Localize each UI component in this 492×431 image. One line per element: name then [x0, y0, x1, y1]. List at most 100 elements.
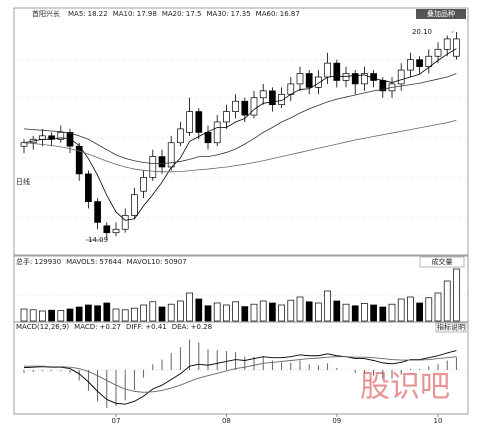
watermark: 股识吧	[360, 370, 450, 405]
candle-body	[397, 69, 405, 85]
volume-bar	[416, 302, 423, 322]
volume-bar	[85, 304, 92, 322]
ma-legend-value: 18.22	[88, 10, 108, 18]
volume-bar	[20, 308, 28, 322]
candle-body	[195, 111, 203, 133]
macd-frame	[13, 321, 469, 415]
period-label: 日线	[16, 177, 30, 186]
macd-stat-name: MACD:	[74, 323, 97, 331]
ma-line	[23, 119, 457, 173]
candle-body	[167, 142, 175, 168]
candle-body	[57, 132, 65, 140]
volume-bar	[103, 302, 111, 322]
candle-body	[85, 173, 92, 202]
volume-bar	[269, 302, 276, 322]
volume-bar	[204, 305, 212, 322]
volume-button-text[interactable]: 成交量	[432, 257, 453, 266]
candle-body	[259, 90, 267, 99]
macd-stat-name: DIFF:	[126, 323, 143, 331]
ma-legend-name: MA20:	[162, 10, 184, 18]
volume-bar	[443, 280, 451, 322]
candle-body	[186, 111, 193, 133]
volume-bar	[223, 304, 230, 322]
volume-bar	[195, 298, 203, 322]
volume-bar	[324, 290, 331, 322]
dea-line	[24, 356, 457, 393]
volume-bar	[29, 309, 37, 322]
ma-legend-value: 17.5	[186, 10, 202, 18]
volume-bar	[94, 305, 101, 322]
volume-bar	[379, 306, 387, 322]
candle-body	[315, 76, 322, 88]
candle-body	[149, 156, 157, 178]
volume-bar	[370, 304, 377, 322]
volume-bar	[278, 304, 285, 322]
candle-body	[121, 215, 129, 230]
volume-bar	[213, 302, 221, 322]
candle-body	[39, 135, 46, 140]
annotation-label: 14.09	[88, 236, 108, 244]
candle-body	[333, 62, 341, 81]
ma-legend-value: 16.87	[280, 10, 300, 18]
overlay-button-text[interactable]: 叠加品种	[427, 9, 455, 18]
volume-bar	[315, 302, 322, 322]
candle-body	[241, 100, 249, 116]
candle-body	[361, 73, 368, 85]
chart-title: 首阳兴长	[32, 9, 60, 18]
ma-line	[23, 73, 457, 164]
volume-bar	[397, 298, 405, 322]
candle-body	[66, 132, 74, 147]
volume-bar	[296, 296, 304, 322]
candle-body	[94, 201, 101, 223]
candle-body	[416, 59, 423, 67]
macd-name: MACD(12,26,9)	[16, 323, 69, 331]
volume-bar	[66, 308, 74, 322]
volume-bar	[434, 292, 442, 322]
volume-bar	[250, 303, 258, 322]
volume-bar	[48, 309, 55, 322]
volume-bar	[342, 303, 350, 322]
volume-bar	[232, 301, 239, 322]
volume-bar	[121, 309, 129, 322]
volume-stat-name: MAVOL5:	[66, 258, 97, 266]
price-frame	[13, 7, 469, 256]
volume-stat-value: 129930	[34, 258, 61, 266]
candle-body	[140, 177, 147, 192]
candle-body	[342, 73, 350, 81]
volume-button[interactable]	[419, 256, 465, 268]
candle-body	[296, 73, 304, 85]
volume-stat-value: 57644	[99, 258, 122, 266]
volume-bar	[259, 300, 267, 322]
candle-body	[223, 111, 230, 123]
volume-bar	[149, 301, 157, 322]
diff-line	[23, 350, 457, 405]
candle-body	[269, 90, 276, 106]
candle-body	[250, 97, 258, 116]
macd-stat-name: DEA:	[172, 323, 189, 331]
volume-bar	[75, 306, 83, 322]
volume-stat-name: 总手:	[16, 257, 32, 266]
macd-button[interactable]	[435, 322, 467, 333]
volume-bar	[361, 303, 368, 322]
volume-bar	[158, 306, 166, 322]
candle-body	[324, 62, 331, 78]
overlay-button[interactable]	[416, 9, 466, 19]
volume-bar	[39, 310, 46, 322]
volume-bar	[57, 310, 65, 322]
candle-body	[131, 194, 138, 216]
candle-body	[305, 73, 313, 88]
volume-stat-value: 50907	[164, 258, 186, 266]
x-tick-label: 08	[222, 417, 231, 425]
macd-button-text[interactable]: 指标说明	[437, 323, 465, 332]
candle-body	[351, 73, 359, 85]
ma-legend-name: MA60:	[256, 10, 278, 18]
candle-body	[158, 156, 166, 168]
candle-body	[425, 55, 433, 67]
annotation-label: 20.10	[412, 28, 432, 36]
volume-bar	[333, 300, 341, 322]
volume-stat-name: MAVOL10:	[127, 258, 163, 266]
macd-stat-value: +0.27	[100, 323, 121, 331]
volume-bar	[351, 305, 359, 322]
